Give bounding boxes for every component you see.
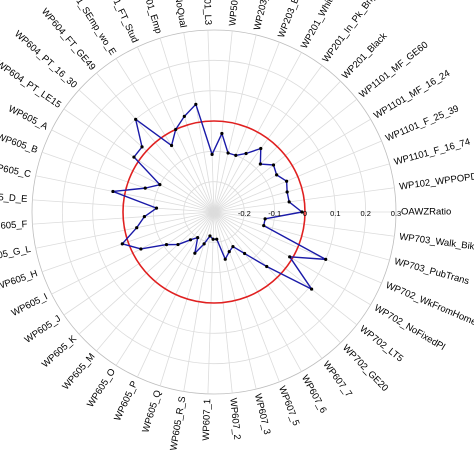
data-point bbox=[132, 155, 136, 159]
data-point bbox=[182, 114, 186, 118]
data-point bbox=[310, 287, 314, 291]
category-label: WP605_G_L bbox=[0, 244, 32, 266]
data-point bbox=[285, 190, 289, 194]
category-label: WP605_Q bbox=[140, 389, 163, 434]
data-point bbox=[143, 186, 147, 190]
category-label: WP605_H bbox=[0, 268, 39, 293]
data-point bbox=[275, 173, 279, 177]
radial-tick-label: 0.3 bbox=[391, 209, 401, 218]
data-point bbox=[285, 179, 289, 183]
data-point bbox=[120, 242, 124, 246]
data-point bbox=[288, 255, 292, 259]
data-point bbox=[194, 102, 198, 106]
category-label: WP607_2 bbox=[227, 398, 242, 441]
data-point bbox=[139, 247, 143, 251]
category-label: WP605_F bbox=[0, 219, 28, 233]
data-point bbox=[231, 244, 235, 249]
category-label: WP501_NoQual bbox=[166, 0, 188, 29]
category-label: WP607_3 bbox=[252, 393, 272, 436]
data-point bbox=[202, 242, 206, 246]
data-point bbox=[196, 235, 200, 240]
category-label: WP605_M bbox=[60, 351, 97, 392]
data-point bbox=[154, 206, 159, 210]
polar-grid bbox=[31, 29, 397, 395]
data-point bbox=[324, 257, 328, 261]
data-point bbox=[242, 251, 247, 256]
category-label: WP605_C bbox=[0, 161, 32, 180]
category-label: WP703_PubTrans bbox=[393, 256, 471, 287]
data-point bbox=[287, 200, 291, 204]
series-line-reference bbox=[122, 120, 306, 304]
data-point bbox=[271, 163, 276, 167]
data-point bbox=[244, 151, 248, 156]
data-point bbox=[208, 234, 212, 238]
zero-reference-circle bbox=[122, 120, 306, 304]
data-point bbox=[142, 215, 146, 219]
data-point bbox=[169, 143, 174, 148]
category-label: WP605_K bbox=[40, 333, 80, 370]
category-label: WP605_P bbox=[112, 379, 140, 422]
radial-tick-labels: -0.2 -0.1 0 0.1 0.2 0.3 bbox=[238, 209, 401, 218]
data-point bbox=[262, 224, 266, 228]
category-label: WP605_B bbox=[0, 131, 39, 155]
category-label: WP605_O bbox=[85, 367, 118, 410]
data-point bbox=[158, 183, 162, 187]
category-label: WP605_A bbox=[6, 103, 50, 132]
data-point bbox=[234, 153, 238, 157]
category-label: WP102_WPPOPDENS bbox=[399, 169, 474, 193]
data-point bbox=[134, 117, 138, 121]
data-point bbox=[135, 226, 139, 230]
data-point bbox=[220, 131, 224, 136]
data-point bbox=[174, 127, 178, 132]
data-point bbox=[188, 238, 193, 242]
data-point bbox=[210, 152, 214, 156]
category-label: WP607_7 bbox=[320, 359, 354, 399]
radial-tick-label: 0.1 bbox=[330, 209, 340, 218]
radial-tick-label: 0.2 bbox=[360, 209, 370, 218]
data-point bbox=[263, 217, 267, 221]
data-point bbox=[111, 189, 115, 194]
category-label: WP607_1 bbox=[201, 399, 213, 441]
data-point bbox=[300, 210, 304, 214]
data-point bbox=[193, 251, 197, 255]
data-point bbox=[215, 237, 219, 241]
category-label: OAWZRatio bbox=[401, 207, 451, 218]
category-label: WP703_Walk_Bike bbox=[399, 231, 474, 253]
category-label: WP1101_F_16_74 bbox=[393, 137, 472, 168]
category-label: WP601_Emp bbox=[137, 0, 164, 35]
category-label: WP605_D_E bbox=[0, 190, 28, 205]
radial-tick-label: -0.2 bbox=[238, 209, 251, 218]
category-label: WP605_J bbox=[23, 313, 63, 346]
radial-tick-label: -0.1 bbox=[268, 209, 281, 218]
category-label: WP607_5 bbox=[276, 385, 301, 428]
category-label: WP607_6 bbox=[299, 373, 329, 415]
category-label: WP501_GE_L4 bbox=[227, 0, 245, 26]
data-point bbox=[223, 257, 227, 261]
data-point bbox=[226, 151, 230, 155]
series-line-main bbox=[112, 103, 327, 290]
data-point bbox=[164, 243, 169, 247]
category-label: WP605_R_S bbox=[168, 395, 188, 451]
category-label: WP501_L3 bbox=[201, 0, 214, 25]
data-point bbox=[258, 162, 262, 166]
data-point bbox=[176, 242, 180, 247]
data-series bbox=[111, 102, 328, 291]
radial-tick-label: 0 bbox=[303, 209, 307, 218]
data-point bbox=[265, 264, 269, 269]
category-label: WP601_SEmp_wo_E bbox=[60, 0, 118, 57]
data-point bbox=[140, 145, 144, 149]
data-point bbox=[259, 146, 263, 151]
category-label: WP605_I bbox=[10, 291, 50, 318]
data-point bbox=[227, 250, 231, 254]
data-point bbox=[211, 237, 215, 241]
